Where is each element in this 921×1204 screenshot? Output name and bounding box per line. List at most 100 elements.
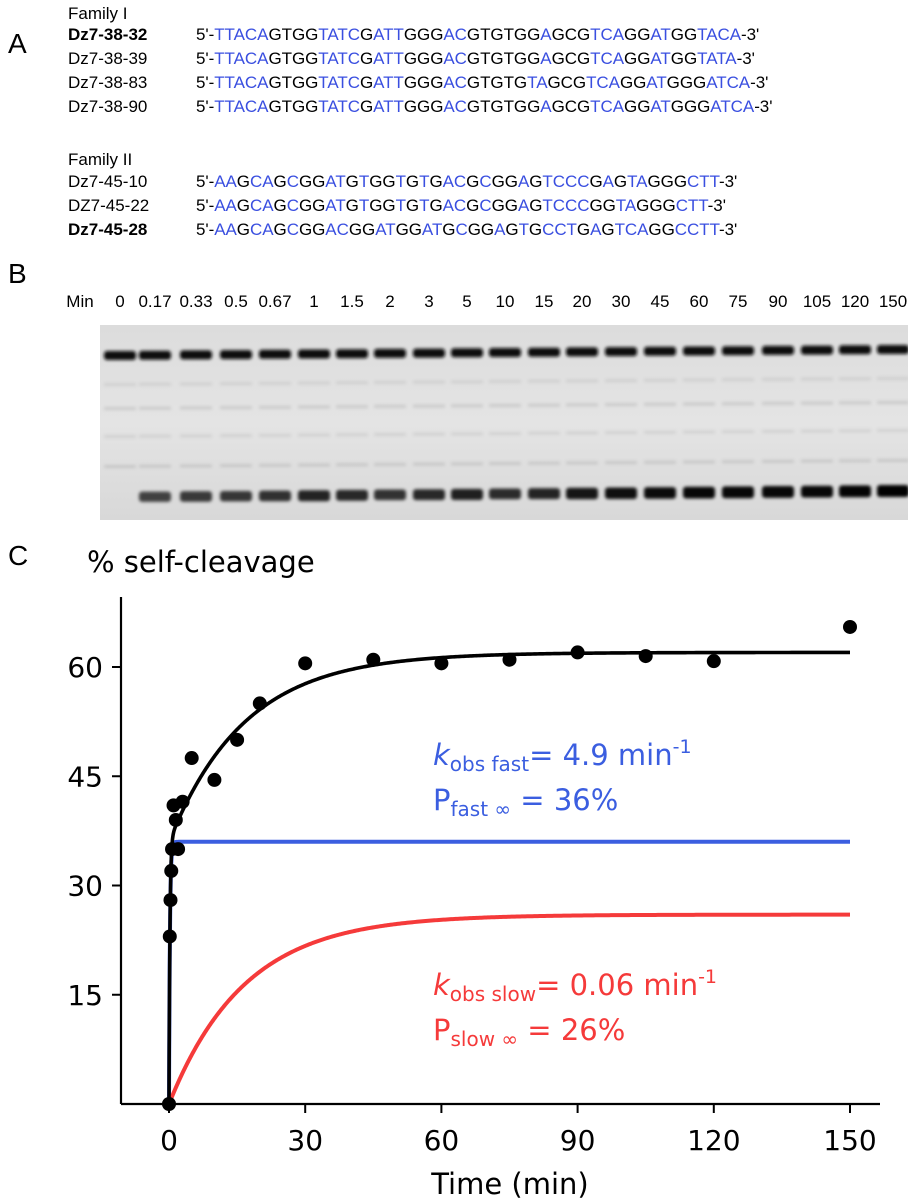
sequence-name: Dz7-38-83 xyxy=(68,73,148,92)
cleaved-band xyxy=(566,487,598,500)
constant-nucleotides: GTGTGG xyxy=(466,25,541,44)
faint-band xyxy=(605,461,637,465)
faint-band xyxy=(528,403,560,407)
variable-nucleotides: TTACA xyxy=(214,25,269,44)
faint-band xyxy=(722,460,754,464)
slow-phase-curve xyxy=(167,912,850,1106)
faint-band xyxy=(298,433,330,437)
variable-nucleotides: CCTT xyxy=(674,220,719,239)
variable-nucleotides: ATT xyxy=(373,73,404,92)
variable-nucleotides: ATCA xyxy=(710,97,755,116)
data-point xyxy=(502,652,517,667)
uncleaved-band xyxy=(566,347,598,357)
constant-nucleotides: G xyxy=(345,196,359,215)
sequence-name: Dz7-38-90 xyxy=(68,97,148,116)
uncleaved-band xyxy=(413,348,445,358)
uncleaved-band xyxy=(605,347,637,357)
constant-nucleotides: GGG xyxy=(670,97,711,116)
variable-nucleotides: AC xyxy=(442,172,467,191)
uncleaved-band xyxy=(259,349,291,359)
variable-nucleotides: TTACA xyxy=(214,49,269,68)
constant-nucleotides: GG xyxy=(491,172,518,191)
faint-band xyxy=(801,429,833,433)
data-point xyxy=(171,842,186,857)
constant-nucleotides: G xyxy=(429,172,443,191)
cleaved-band xyxy=(528,488,560,500)
variable-nucleotides: TA xyxy=(615,196,637,215)
lane-label: 75 xyxy=(728,292,748,311)
variable-nucleotides: AT xyxy=(646,73,667,92)
faint-band xyxy=(374,432,406,436)
constant-nucleotides: GTGG xyxy=(268,25,319,44)
constant-nucleotides: -3' xyxy=(736,49,755,68)
variable-nucleotides: TCCC xyxy=(542,196,590,215)
sequence-text: 5'-AAGCAGCGGATGTGGTGTGACGCGGAGTCCCGAGTAG… xyxy=(196,172,737,192)
uncleaved-band xyxy=(139,350,171,360)
sequence-text: 5'-TTACAGTGGTATCGATTGGGACGTGTGGAGCGTCAGG… xyxy=(196,97,772,117)
variable-nucleotides: CTT xyxy=(687,172,719,191)
variable-nucleotides: AC xyxy=(443,25,467,44)
constant-nucleotides: GG xyxy=(298,172,326,191)
data-point xyxy=(434,656,449,671)
constant-nucleotides: -3' xyxy=(707,196,726,215)
y-tick-label: 60 xyxy=(67,651,103,684)
faint-band xyxy=(139,434,171,438)
cleaved-band xyxy=(180,491,212,502)
sequence-text: 5'-AAGCAGCGGATGTGGTGTGACGCGGAGTCCCGGTAGG… xyxy=(196,196,726,216)
variable-nucleotides: C xyxy=(286,196,299,215)
variable-nucleotides: AC xyxy=(443,49,467,68)
constant-nucleotides: G xyxy=(405,196,420,215)
faint-band xyxy=(413,432,445,436)
constant-nucleotides: GG xyxy=(298,196,326,215)
variable-nucleotides: AT xyxy=(650,25,671,44)
constant-nucleotides: 5'- xyxy=(196,172,215,191)
variable-nucleotides: ATCA xyxy=(706,73,751,92)
cleaved-band xyxy=(644,487,676,499)
variable-nucleotides: ATT xyxy=(373,25,404,44)
constant-nucleotides: GGG xyxy=(403,49,444,68)
variable-nucleotides: A xyxy=(602,172,614,191)
sequence-name: Dz7-38-32 xyxy=(68,25,148,44)
lane-label: 0.67 xyxy=(258,292,292,311)
constant-nucleotides: GTGTGG xyxy=(466,49,541,68)
panel-b-letter: B xyxy=(8,258,27,289)
fast-phase-curve xyxy=(167,839,850,1104)
faint-band xyxy=(139,464,171,468)
data-point xyxy=(168,812,183,827)
constant-nucleotides: G xyxy=(236,196,250,215)
variable-nucleotides: TATC xyxy=(318,49,360,68)
lane-label: 150 xyxy=(878,292,908,311)
uncleaved-band xyxy=(801,345,833,355)
faint-band xyxy=(877,377,908,380)
faint-band xyxy=(762,377,794,381)
uncleaved-band xyxy=(722,346,754,356)
uncleaved-band xyxy=(762,345,794,355)
faint-band xyxy=(683,430,715,434)
constant-nucleotides: GGG xyxy=(636,196,676,215)
constant-nucleotides: 5'- xyxy=(196,97,215,116)
constant-nucleotides: 5'- xyxy=(196,73,215,92)
family-2-title: Family II xyxy=(68,150,133,169)
data-point xyxy=(298,656,313,671)
constant-nucleotides: -3' xyxy=(750,73,769,92)
variable-nucleotides: AT xyxy=(325,172,346,191)
lane-label: 2 xyxy=(385,292,395,311)
lane-label: 3 xyxy=(424,292,434,311)
sequence-text: 5'-TTACAGTGGTATCGATTGGGACGTGTGGAGCGTCAGG… xyxy=(196,49,755,69)
faint-band xyxy=(451,432,483,436)
constant-nucleotides: GG xyxy=(348,220,376,239)
faint-band xyxy=(801,401,833,405)
faint-band xyxy=(644,402,676,406)
cleaved-band xyxy=(877,485,908,497)
faint-band xyxy=(489,404,521,407)
faint-band xyxy=(104,435,136,438)
constant-nucleotides: -3' xyxy=(718,172,738,191)
faint-band xyxy=(683,378,715,382)
constant-nucleotides: G xyxy=(359,73,374,92)
panel-a-letter: A xyxy=(8,28,27,59)
faint-band xyxy=(220,434,252,438)
lane-label: 0 xyxy=(115,292,125,311)
data-point xyxy=(252,696,267,711)
faint-band xyxy=(839,429,871,433)
constant-nucleotides: 5'- xyxy=(196,25,215,44)
